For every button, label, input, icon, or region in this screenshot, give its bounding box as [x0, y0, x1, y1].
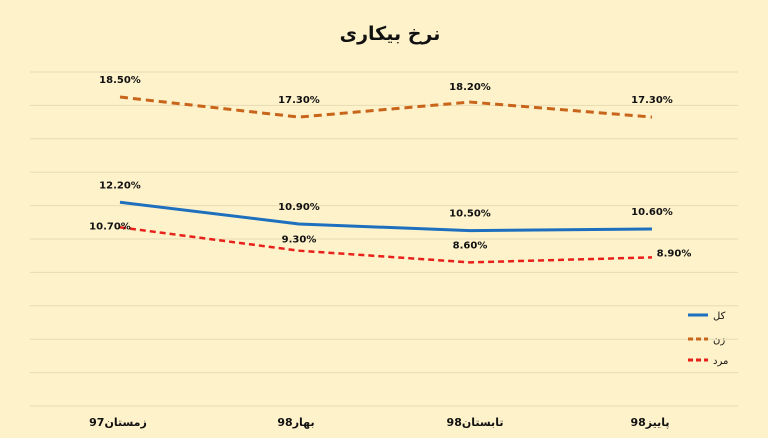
x-axis: زمستان97 بهار98 تابستان98 پاییز98 — [89, 416, 669, 429]
data-labels: 12.20% 10.90% 10.50% 10.60% 18.50% 17.30% 18.2… — [89, 75, 691, 259]
gridlines — [30, 71, 738, 407]
series-lines — [119, 95, 653, 264]
data-label: 8.60% — [453, 240, 488, 251]
legend-label: زن — [713, 335, 725, 346]
series-line-3 — [119, 226, 653, 264]
legend-item: زن — [688, 335, 725, 346]
x-tick-label: زمستان97 — [89, 416, 147, 429]
data-label: 10.70% — [89, 221, 131, 232]
data-label: 12.20% — [99, 180, 141, 191]
legend-label: مرد — [713, 356, 728, 367]
x-tick-label: پاییز98 — [630, 416, 669, 429]
x-tick-label: بهار98 — [277, 416, 314, 429]
legend-label: کل — [713, 311, 726, 322]
legend-item: مرد — [688, 356, 728, 367]
series-line-2 — [119, 95, 653, 119]
data-label: 10.50% — [449, 209, 491, 220]
data-label: 17.30% — [278, 95, 320, 106]
data-label: 18.20% — [449, 82, 491, 93]
data-label: 18.50% — [99, 75, 141, 86]
data-label: 10.90% — [278, 202, 320, 213]
legend-item: کل — [688, 311, 726, 322]
series-line-1 — [119, 200, 653, 233]
data-label: 8.90% — [657, 248, 692, 259]
data-label: 10.60% — [631, 207, 673, 218]
x-tick-label: تابستان98 — [447, 416, 504, 429]
legend: کل زن مرد — [688, 311, 728, 367]
chart-title: نرخ بیکاری — [340, 23, 441, 45]
data-label: 9.30% — [282, 235, 317, 246]
data-label: 17.30% — [631, 95, 673, 106]
